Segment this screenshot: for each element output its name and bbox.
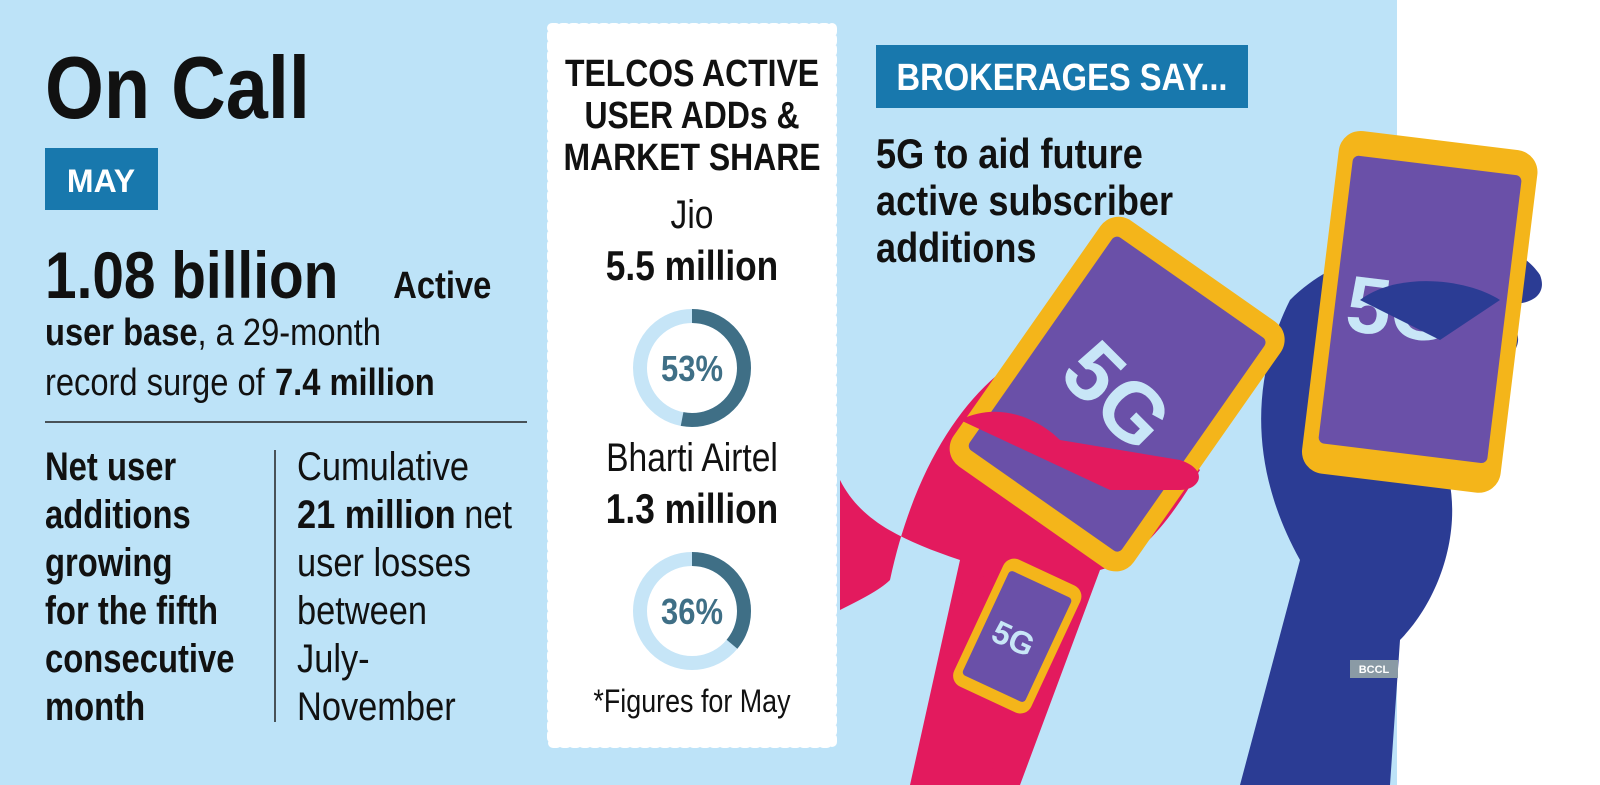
headline-figure: 1.08 billion — [45, 239, 338, 313]
illustration: 5G 5G 5G — [840, 130, 1542, 785]
cumulative-text: Cumulative — [297, 444, 469, 489]
donut-label: 36% — [661, 593, 723, 633]
month: MAY — [67, 163, 135, 199]
cumulative-text: July- — [297, 636, 370, 681]
donut-label: 53% — [661, 350, 723, 390]
card-title-line: MARKET SHARE — [563, 136, 820, 178]
net-additions-line: additions — [45, 492, 191, 537]
cumulative-text: between — [297, 588, 427, 633]
headline-text: record surge of — [45, 361, 265, 404]
title: On Call — [45, 40, 310, 138]
left-column: On Call — [45, 40, 310, 138]
cumulative-text: net — [464, 492, 512, 537]
donut-arc — [633, 552, 751, 670]
donut-arc — [633, 309, 751, 427]
cumulative-line: July- — [297, 636, 370, 681]
brokerages-line: 5G to aid future — [876, 132, 1143, 178]
headline-text: user base — [45, 311, 198, 354]
headline-text: 7.4 million — [275, 361, 435, 404]
brokerages-box — [876, 45, 1248, 108]
headline-line: record surge of 7.4 million — [45, 361, 435, 404]
telco-adds: 5.5 million — [606, 243, 778, 290]
cumulative-line: user losses — [297, 540, 471, 585]
cumulative-line: Cumulative — [297, 444, 469, 489]
donut-label-group: 53% — [661, 350, 723, 390]
cumulative-line: between — [297, 588, 427, 633]
donut-label-group: 36% — [661, 593, 723, 633]
brokerages-line: additions — [876, 226, 1036, 272]
footnote: *Figures for May — [593, 684, 790, 720]
brokerages-tag: BROKERAGES SAY... — [897, 56, 1228, 99]
blue-fingers — [1360, 281, 1500, 340]
cumulative-text: 21 million — [297, 492, 456, 537]
phone: 5G — [949, 216, 1285, 572]
telco-name: Bharti Airtel — [606, 435, 778, 479]
headline: 1.08 billion Active user base, a 29-mont… — [45, 239, 491, 404]
telco-adds: 1.3 million — [606, 486, 778, 533]
net-additions-line: for the fifth — [45, 588, 218, 633]
telco-name: Jio — [671, 192, 714, 236]
pink-fingers — [960, 411, 1199, 490]
cumulative-line: November — [297, 684, 456, 729]
credit-box — [1350, 660, 1398, 678]
headline-text: Active — [393, 264, 491, 307]
cumulative-text: November — [297, 684, 456, 729]
headline-text: , a 29-month — [198, 311, 381, 354]
net-additions-line: growing — [45, 540, 172, 585]
brokerages-line: active subscriber — [876, 179, 1173, 225]
brokerages-tag-text: BROKERAGES SAY... — [897, 56, 1228, 99]
credit: BCCL — [1359, 664, 1390, 676]
cumulative-line: 21 million net — [297, 492, 513, 537]
phone: 5G — [953, 558, 1082, 714]
cumulative-text: user losses — [297, 540, 471, 585]
card-title-line: USER ADDs & — [584, 94, 799, 136]
card-title-line: TELCOS ACTIVE — [565, 52, 819, 94]
card — [547, 23, 837, 748]
headline-line: user base, a 29-month — [45, 311, 381, 354]
net-additions-line: month — [45, 684, 145, 729]
net-additions-line: Net user — [45, 444, 176, 489]
month-box — [45, 148, 158, 210]
net-additions-line: consecutive — [45, 636, 235, 681]
